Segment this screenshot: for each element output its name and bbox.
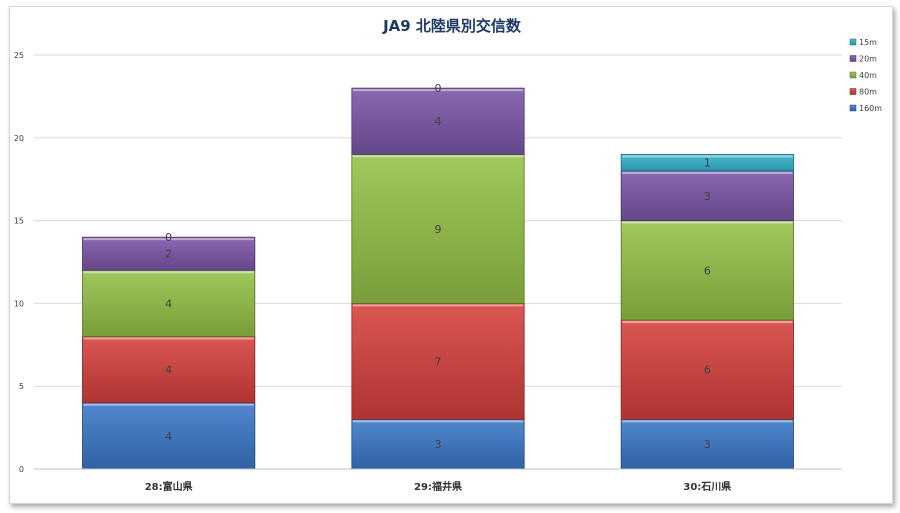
bar-data-label: 1 [704, 157, 711, 170]
bar-segment-highlight [352, 89, 524, 92]
bar-segment-highlight [83, 238, 254, 241]
bar-segment-highlight [622, 155, 793, 158]
bar-segment [620, 418, 794, 470]
y-tick-label: 5 [19, 382, 24, 391]
bar-data-label: 4 [165, 297, 172, 310]
legend-swatch [849, 38, 857, 46]
legend-label: 15m [859, 38, 877, 47]
legend-label: 80m [859, 88, 877, 97]
bar-segment-highlight [622, 420, 793, 423]
bar-data-label: 7 [435, 355, 442, 368]
bar-segment [620, 153, 794, 172]
bar-segment [82, 336, 256, 404]
y-tick-label: 15 [14, 217, 24, 226]
bar-segment [82, 236, 256, 271]
bar-data-label: 0 [165, 231, 172, 244]
bar-data-label: 9 [435, 223, 442, 236]
y-tick-label: 25 [14, 51, 24, 60]
bar-data-label: 6 [704, 264, 711, 277]
bar-segment-highlight [352, 155, 524, 158]
bar-data-label: 4 [435, 115, 442, 128]
x-tick-label: 30:石川県 [683, 480, 731, 493]
chart-title: JA9 北陸県別交信数 [382, 17, 522, 35]
bar-segment [620, 170, 794, 221]
bar-segment-highlight [622, 221, 793, 224]
bar-segment [82, 402, 256, 470]
bar-segment-highlight [622, 171, 793, 174]
bar-segment-highlight [83, 337, 254, 340]
bar-segment [351, 418, 525, 470]
y-tick-label: 20 [14, 134, 24, 143]
bar-segment [351, 87, 525, 155]
legend-label: 20m [859, 55, 877, 64]
y-tick-label: 0 [19, 465, 24, 474]
legend-swatch [849, 55, 857, 62]
bar-data-label: 2 [165, 248, 172, 261]
bar-data-label: 6 [704, 364, 711, 377]
bar-data-label: 3 [435, 438, 442, 451]
legend: 15m 20m 40m 80m 160m [849, 38, 882, 113]
legend-swatch [849, 104, 857, 112]
bar-segment [351, 302, 525, 420]
bar-segment [620, 319, 794, 420]
bar-data-label: 0 [435, 82, 442, 95]
bar-segment [620, 220, 794, 321]
bar-segment-highlight [622, 320, 793, 323]
legend-swatch [849, 88, 857, 95]
x-tick-label: 28:富山県 [145, 480, 193, 493]
bar-data-label: 4 [165, 430, 172, 443]
bar-data-label: 4 [165, 364, 172, 377]
bar-segment-highlight [83, 271, 254, 274]
legend-swatch [849, 71, 857, 79]
y-tick-label: 10 [14, 299, 24, 308]
legend-label: 40m [859, 71, 877, 80]
bar-segment [351, 153, 525, 304]
legend-label: 160m [859, 104, 882, 113]
bar-segment-highlight [352, 304, 524, 307]
x-tick-label: 29:福井県 [414, 480, 462, 493]
bar-segment-highlight [352, 420, 524, 423]
bar-segment-highlight [83, 403, 254, 406]
bar-data-label: 3 [704, 190, 711, 203]
bar-data-label: 3 [704, 438, 711, 451]
